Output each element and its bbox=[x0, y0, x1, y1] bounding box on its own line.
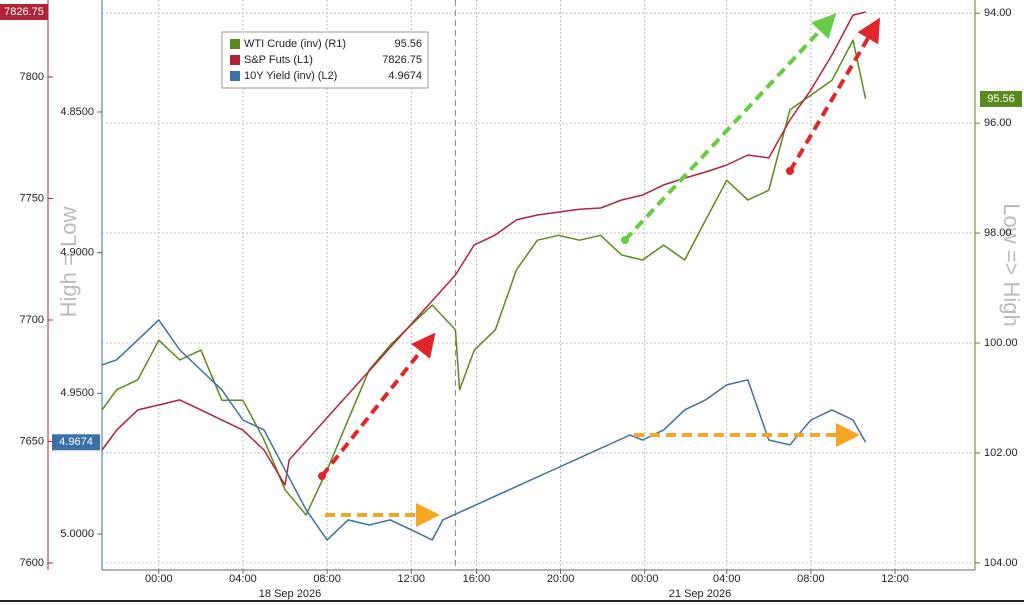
y-tick-label: 7650 bbox=[20, 435, 44, 447]
date-label: 21 Sep 2026 bbox=[669, 588, 731, 600]
last-value-box bbox=[0, 4, 48, 20]
date-label: 18 Sep 2026 bbox=[259, 588, 321, 600]
x-tick-label: 04:00 bbox=[229, 573, 257, 585]
y-tick-label: 7750 bbox=[20, 192, 44, 204]
last-value-label: 95.56 bbox=[987, 93, 1015, 105]
x-tick-label: 12:00 bbox=[881, 573, 909, 585]
last-value-box bbox=[980, 90, 1022, 107]
right-axis-title: Low => High bbox=[999, 203, 1024, 327]
x-tick-label: 12:00 bbox=[397, 573, 425, 585]
arrow-dot bbox=[318, 472, 326, 480]
legend-value: 95.56 bbox=[394, 38, 422, 50]
legend-label: 10Y Yield (inv) (L2) bbox=[244, 70, 337, 82]
legend-swatch bbox=[230, 71, 240, 81]
arrow bbox=[623, 13, 837, 242]
series-line bbox=[101, 319, 867, 541]
y3-tick-label: 98.00 bbox=[984, 227, 1012, 239]
x-tick-label: 00:00 bbox=[631, 573, 659, 585]
series-line bbox=[101, 11, 866, 486]
y-tick-label: 7800 bbox=[20, 71, 44, 83]
last-value-box bbox=[52, 434, 100, 451]
left-axis-title: High = Low bbox=[56, 207, 81, 318]
last-value-label: 4.9674 bbox=[59, 436, 93, 448]
annotations bbox=[318, 13, 881, 527]
y-tick-label: 7600 bbox=[20, 557, 44, 569]
y2-tick-label: 4.9500 bbox=[60, 387, 94, 399]
last-value-label: 7826.75 bbox=[4, 6, 44, 18]
legend-value: 7826.75 bbox=[382, 54, 422, 66]
plot bbox=[101, 0, 975, 570]
legend-label: WTI Crude (inv) (R1) bbox=[244, 38, 346, 50]
x-tick-label: 08:00 bbox=[797, 573, 825, 585]
x-tick-label: 08:00 bbox=[313, 573, 341, 585]
x-tick-label: 20:00 bbox=[547, 573, 575, 585]
x-tick-label: 00:00 bbox=[145, 573, 173, 585]
legend bbox=[221, 31, 429, 89]
y-tick-label: 7700 bbox=[20, 314, 44, 326]
arrow bbox=[788, 17, 881, 173]
series-line bbox=[101, 39, 867, 516]
legend-value: 4.9674 bbox=[388, 70, 422, 82]
legend-label: S&P Futs (L1) bbox=[244, 54, 313, 66]
x-tick-label: 16:00 bbox=[463, 573, 491, 585]
y3-tick-label: 102.00 bbox=[984, 447, 1018, 459]
y3-tick-label: 104.00 bbox=[984, 557, 1018, 569]
y3-tick-label: 100.00 bbox=[984, 337, 1018, 349]
legend-swatch bbox=[230, 55, 240, 65]
y3-tick-label: 96.00 bbox=[984, 117, 1012, 129]
legend-swatch bbox=[230, 39, 240, 49]
y2-tick-label: 5.0000 bbox=[60, 528, 94, 540]
arrow-dot bbox=[621, 236, 629, 244]
y2-tick-label: 4.8500 bbox=[60, 106, 94, 118]
y3-tick-label: 94.00 bbox=[984, 7, 1012, 19]
y2-tick-label: 4.9000 bbox=[60, 247, 94, 259]
arrow bbox=[320, 332, 436, 478]
arrow-dot bbox=[786, 167, 794, 175]
x-tick-label: 04:00 bbox=[713, 573, 741, 585]
